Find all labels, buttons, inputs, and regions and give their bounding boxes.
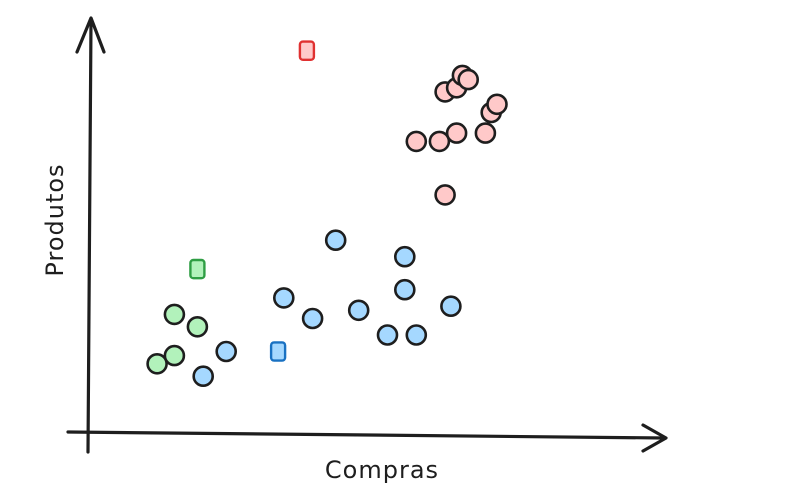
circle-point — [301, 307, 324, 330]
circle-point — [445, 122, 468, 144]
y-axis-arrowhead — [75, 16, 106, 54]
circle-point — [474, 122, 497, 144]
x-axis-line — [66, 430, 666, 440]
square-point — [269, 341, 287, 362]
x-axis-label: Compras — [325, 456, 439, 484]
circle-point — [163, 344, 186, 367]
square-point — [189, 258, 206, 280]
y-axis — [75, 16, 106, 454]
x-axis — [66, 423, 668, 453]
circle-point — [376, 324, 399, 346]
y-axis-line — [86, 18, 93, 454]
circle-point — [405, 324, 428, 346]
circle-point — [434, 184, 456, 206]
circle-point — [347, 299, 370, 322]
circle-point — [215, 340, 237, 363]
circle-point — [272, 287, 295, 309]
square-point — [298, 40, 316, 61]
circle-point — [486, 93, 508, 116]
x-axis-arrowhead — [641, 423, 668, 453]
circle-point — [440, 295, 462, 318]
circle-point — [163, 303, 186, 326]
circle-point — [393, 245, 416, 268]
circle-point — [393, 278, 416, 301]
y-axis-label: Produtos — [41, 163, 69, 276]
circle-point — [428, 130, 451, 153]
circle-point — [186, 315, 209, 338]
circle-point — [405, 130, 428, 153]
circle-point — [192, 365, 214, 388]
circle-point — [457, 68, 480, 91]
circle-point — [324, 229, 347, 251]
data-points — [146, 40, 508, 388]
circle-point — [146, 352, 168, 375]
